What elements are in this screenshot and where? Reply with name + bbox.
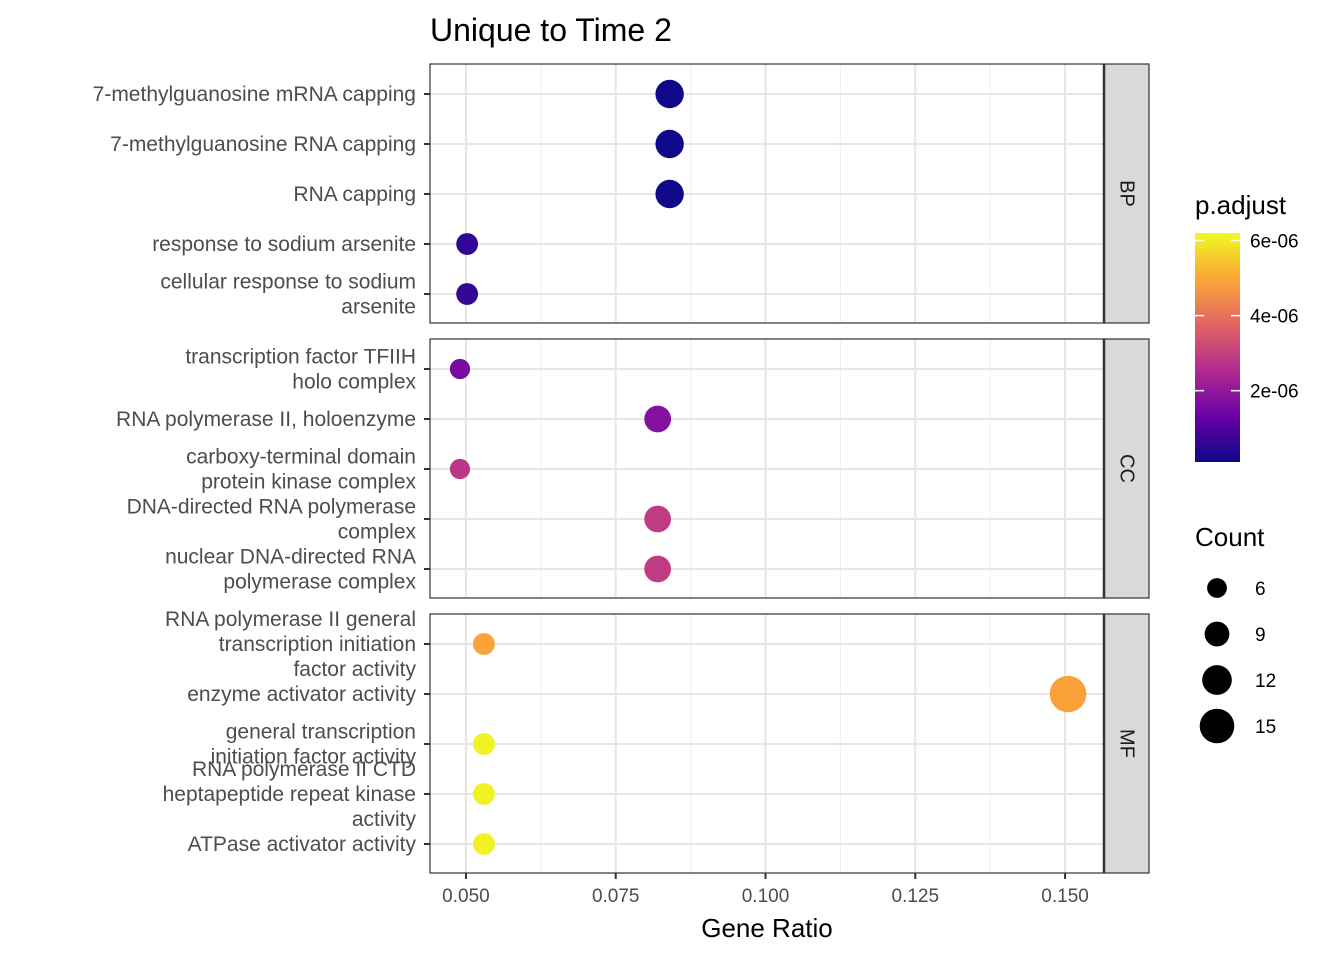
y-tick-label-line: complex [338, 521, 417, 544]
x-tick-label: 0.075 [592, 886, 640, 907]
y-tick-label: ATPase activator activity [188, 833, 417, 856]
facet-strip [1103, 63, 1150, 324]
color-bar-label: 2e-06 [1250, 382, 1299, 403]
size-legend-label: 12 [1255, 671, 1276, 692]
y-tick-label-line: 7-methylguanosine mRNA capping [93, 83, 416, 106]
size-legend-title: Count [1195, 522, 1265, 552]
x-tick-label: 0.050 [442, 886, 490, 907]
y-tick-label: DNA-directed RNA polymerase complex [127, 496, 417, 544]
y-tick-label-line: DNA-directed RNA polymerase [127, 496, 416, 519]
y-tick-label-line: cellular response to sodium [160, 271, 416, 294]
chart-title: Unique to Time 2 [430, 12, 672, 48]
data-point [644, 405, 672, 433]
y-tick-label: general transcription initiation factor a… [211, 721, 417, 769]
data-point [456, 233, 479, 255]
facet-strip-label: MF [1116, 729, 1138, 758]
x-tick-label: 0.150 [1041, 886, 1089, 907]
facet-strip-label: BP [1116, 180, 1138, 207]
facet-panels: 7-methylguanosine mRNA capping 7-methylgu… [93, 63, 1150, 874]
data-point [655, 129, 684, 159]
y-tick-label-line: ATPase activator activity [188, 833, 417, 856]
color-bar-label: 6e-06 [1250, 232, 1299, 253]
y-tick-label-line: protein kinase complex [201, 471, 416, 494]
y-tick-label: nuclear DNA-directed RNA polymerase compl… [165, 546, 416, 594]
y-tick-label-line: RNA capping [293, 183, 416, 206]
y-tick-label-line: initiation factor activity [211, 746, 417, 769]
y-tick-label-line: polymerase complex [223, 571, 416, 594]
y-tick-label: enzyme activator activity [187, 683, 416, 706]
y-tick-label-line: carboxy-terminal domain [186, 446, 416, 469]
data-point [456, 283, 479, 305]
y-tick-label-line: activity [352, 808, 417, 831]
y-tick-label: carboxy-terminal domain protein kinase co… [186, 446, 416, 494]
y-tick-label: RNA polymerase II general transcription i… [165, 608, 416, 681]
x-tick-label: 0.100 [742, 886, 790, 907]
y-tick-label: 7-methylguanosine RNA capping [110, 133, 416, 156]
y-tick-label-line: response to sodium arsenite [152, 233, 416, 256]
size-legend-key [1204, 621, 1230, 647]
facet-panel-mf: RNA polymerase II general transcription i… [163, 608, 1150, 874]
size-legend-key [1199, 708, 1235, 744]
y-tick-label-line: RNA polymerase II CTD [192, 758, 416, 781]
data-point [449, 458, 471, 480]
y-tick-label-line: RNA polymerase II general [165, 608, 416, 631]
data-point [655, 179, 684, 209]
data-point [655, 79, 684, 109]
facet-strip [1103, 338, 1150, 599]
color-bar [1195, 233, 1240, 462]
color-legend: p.adjust 2e-06 4e-06 6e-06 [1195, 190, 1299, 462]
x-tick-label: 0.125 [892, 886, 940, 907]
y-tick-label: cellular response to sodium arsenite [160, 271, 416, 319]
facet-strip-label: CC [1116, 454, 1138, 483]
y-tick-label-line: 7-methylguanosine RNA capping [110, 133, 416, 156]
size-legend-key [1202, 665, 1232, 695]
y-tick-label-line: holo complex [292, 371, 416, 394]
data-point [473, 633, 495, 655]
facet-panel-cc: transcription factor TFIIH holo complex RN… [116, 338, 1150, 599]
x-axis: 0.050 0.075 0.100 0.125 0.150 [442, 873, 1089, 907]
data-point [449, 358, 471, 380]
data-point [473, 783, 495, 805]
y-tick-label-line: heptapeptide repeat kinase [163, 783, 416, 806]
color-legend-title: p.adjust [1195, 190, 1287, 220]
y-tick-label-line: transcription initiation [219, 633, 416, 656]
y-tick-label-line: enzyme activator activity [187, 683, 416, 706]
size-legend-label: 6 [1255, 579, 1266, 600]
y-tick-label-line: factor activity [293, 658, 416, 681]
size-legend-label: 15 [1255, 717, 1276, 738]
y-tick-label: RNA polymerase II CTD heptapeptide repeat… [163, 758, 417, 831]
y-tick-label: transcription factor TFIIH holo complex [185, 346, 416, 394]
data-point [644, 555, 672, 583]
data-point [473, 733, 495, 755]
data-point [473, 833, 495, 855]
color-bar-label: 4e-06 [1250, 307, 1299, 328]
size-legend: Count 6 9 12 15 [1195, 522, 1276, 744]
y-tick-label-line: RNA polymerase II, holoenzyme [116, 408, 416, 431]
y-tick-label: 7-methylguanosine mRNA capping [93, 83, 416, 106]
size-legend-key [1207, 578, 1227, 598]
data-point [644, 505, 672, 533]
size-legend-label: 9 [1255, 625, 1266, 646]
y-tick-label-line: nuclear DNA-directed RNA [165, 546, 416, 569]
y-tick-label-line: general transcription [226, 721, 416, 744]
y-tick-label-line: transcription factor TFIIH [185, 346, 416, 369]
x-axis-title: Gene Ratio [701, 913, 833, 943]
y-tick-label: RNA capping [293, 183, 416, 206]
facet-strip [1103, 613, 1150, 874]
y-tick-label: RNA polymerase II, holoenzyme [116, 408, 416, 431]
facet-panel-bp: 7-methylguanosine mRNA capping 7-methylgu… [93, 63, 1150, 324]
y-tick-label: response to sodium arsenite [152, 233, 416, 256]
data-point [1049, 675, 1087, 713]
y-tick-label-line: arsenite [341, 296, 416, 319]
